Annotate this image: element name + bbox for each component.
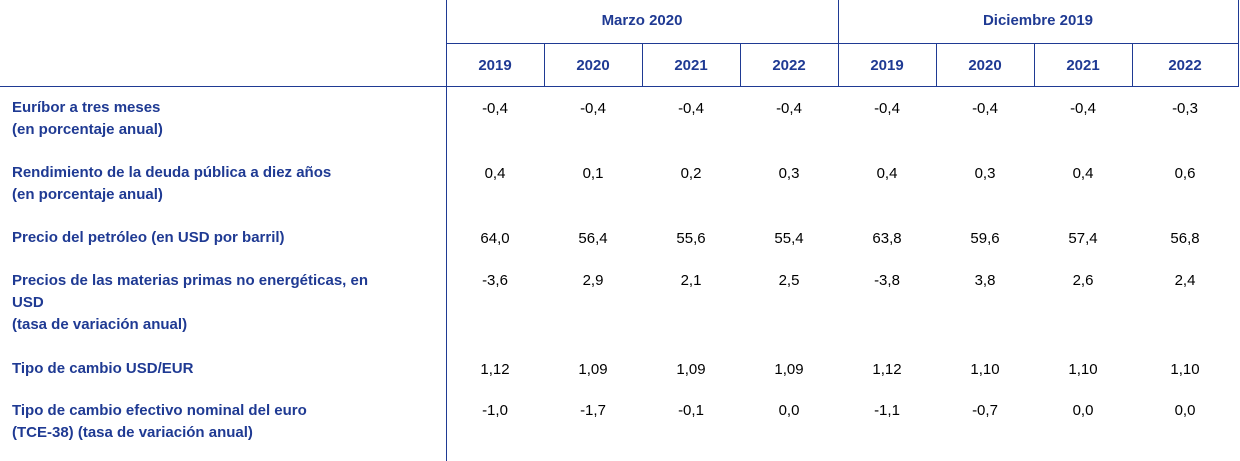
row-label-euribor: Euríbor a tres meses (en porcentaje anua… — [12, 97, 442, 141]
year-divider — [936, 43, 937, 87]
table-cell: 1,12 — [480, 361, 510, 378]
table-cell: 2,6 — [1072, 272, 1094, 289]
table-cell: -0,4 — [580, 100, 606, 117]
year-header: 2022 — [772, 57, 806, 74]
table-cell: 2,1 — [680, 272, 702, 289]
year-header: 2022 — [1168, 57, 1202, 74]
row-label-line: (en porcentaje anual) — [12, 186, 163, 203]
year-header: 2019 — [478, 57, 512, 74]
table-cell: 59,6 — [970, 230, 1000, 247]
year-divider — [1034, 43, 1035, 87]
table-cell: -1,1 — [874, 402, 900, 419]
table-cell: 2,9 — [582, 272, 604, 289]
row-label-line: Euríbor a tres meses — [12, 99, 161, 116]
table-cell: -0,1 — [678, 402, 704, 419]
row-label-line: (tasa de variación anual) — [12, 316, 188, 333]
table-cell: 1,12 — [872, 361, 902, 378]
table-cell: 1,09 — [578, 361, 608, 378]
header-divider-top — [446, 43, 1238, 44]
table-cell: 0,2 — [680, 165, 702, 182]
table-cell: -3,8 — [874, 272, 900, 289]
table-cell: -0,7 — [972, 402, 998, 419]
table-cell: 0,3 — [778, 165, 800, 182]
table-cell: 1,10 — [1068, 361, 1098, 378]
table-cell: 1,09 — [676, 361, 706, 378]
table-cell: 0,4 — [1072, 165, 1094, 182]
table-cell: 56,8 — [1170, 230, 1200, 247]
table-cell: 2,4 — [1174, 272, 1196, 289]
year-header: 2019 — [870, 57, 904, 74]
table-cell: -1,0 — [482, 402, 508, 419]
group-header-marzo-2020: Marzo 2020 — [601, 12, 683, 29]
row-label-line: (en porcentaje anual) — [12, 121, 163, 138]
row-label-line: Precios de las materias primas no energé… — [12, 272, 369, 289]
row-label-line: Precio del petróleo (en USD por barril) — [12, 229, 285, 246]
table-cell: -0,4 — [776, 100, 802, 117]
header-divider-bottom — [0, 86, 1238, 87]
table-cell: -0,4 — [972, 100, 998, 117]
table-cell: 0,0 — [778, 402, 800, 419]
table-cell: 0,0 — [1174, 402, 1196, 419]
row-label-precio-petroleo: Precio del petróleo (en USD por barril) — [12, 227, 442, 249]
row-label-line: (TCE-38) (tasa de variación anual) — [12, 424, 253, 441]
table-cell: -0,3 — [1172, 100, 1198, 117]
year-divider — [544, 43, 545, 87]
year-divider — [740, 43, 741, 87]
year-divider — [642, 43, 643, 87]
year-divider — [1132, 43, 1133, 87]
year-header: 2020 — [576, 57, 610, 74]
row-label-line: USD — [12, 294, 44, 311]
table-cell: -0,4 — [482, 100, 508, 117]
row-label-materias-primas: Precios de las materias primas no energé… — [12, 270, 442, 336]
group-divider — [838, 0, 839, 87]
table-cell: -0,4 — [678, 100, 704, 117]
year-header: 2020 — [968, 57, 1002, 74]
table-cell: -0,4 — [874, 100, 900, 117]
row-label-line: Tipo de cambio USD/EUR — [12, 360, 194, 377]
table-cell: 55,6 — [676, 230, 706, 247]
table-cell: -1,7 — [580, 402, 606, 419]
table-cell: 0,6 — [1174, 165, 1196, 182]
table-cell: 0,1 — [582, 165, 604, 182]
row-label-tipo-cambio-usd-eur: Tipo de cambio USD/EUR — [12, 358, 442, 380]
table-cell: 1,10 — [1170, 361, 1200, 378]
year-header: 2021 — [1066, 57, 1100, 74]
table-cell: 0,4 — [484, 165, 506, 182]
row-label-tce-38: Tipo de cambio efectivo nominal del euro… — [12, 400, 442, 444]
year-header: 2021 — [674, 57, 708, 74]
table-cell: 1,09 — [774, 361, 804, 378]
table-cell: 55,4 — [774, 230, 804, 247]
table-cell: -0,4 — [1070, 100, 1096, 117]
table-cell: 57,4 — [1068, 230, 1098, 247]
row-label-line: Tipo de cambio efectivo nominal del euro — [12, 402, 307, 419]
table-cell: 1,10 — [970, 361, 1000, 378]
row-label-line: Rendimiento de la deuda pública a diez a… — [12, 164, 332, 181]
column-divider-left — [446, 0, 447, 461]
table-cell: 2,5 — [778, 272, 800, 289]
table-cell: 0,3 — [974, 165, 996, 182]
row-label-rendimiento-deuda: Rendimiento de la deuda pública a diez a… — [12, 162, 442, 206]
table-cell: 64,0 — [480, 230, 510, 247]
table-cell: -3,6 — [482, 272, 508, 289]
table-cell: 0,4 — [876, 165, 898, 182]
group-header-diciembre-2019: Diciembre 2019 — [982, 12, 1094, 29]
table-cell: 63,8 — [872, 230, 902, 247]
table-cell: 3,8 — [974, 272, 996, 289]
table-right-edge — [1238, 0, 1239, 87]
table-cell: 56,4 — [578, 230, 608, 247]
table-cell: 0,0 — [1072, 402, 1094, 419]
